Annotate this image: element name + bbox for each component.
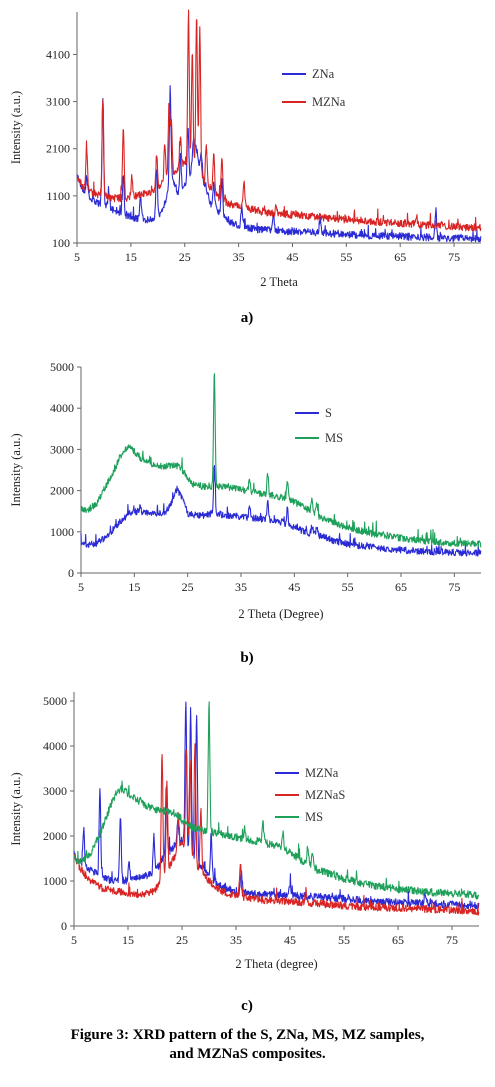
- y-tick-label: 5000: [43, 694, 67, 708]
- y-tick-label: 100: [52, 236, 70, 250]
- legend-label: MZNaS: [305, 788, 345, 802]
- series-line-mzna: [76, 9, 482, 232]
- y-tick-label: 5000: [50, 360, 74, 374]
- x-tick-label: 75: [448, 580, 460, 594]
- legend-label: MZNa: [312, 95, 346, 109]
- series-line-mzna: [73, 701, 480, 910]
- x-tick-label: 5: [74, 250, 80, 264]
- series-line-s: [80, 465, 482, 557]
- y-tick-label: 4000: [50, 401, 74, 415]
- x-tick-label: 75: [446, 933, 458, 947]
- y-tick-label: 1100: [46, 189, 70, 203]
- y-axis-label: Intensity (a.u.): [9, 772, 23, 845]
- chart-panel-2: 0 1000 2000 3000 4000 5000 5 15 25 35 45 55 65 75 2 Th…: [9, 360, 482, 666]
- y-tick-label: 3000: [43, 784, 67, 798]
- y-tick-label: 2000: [43, 829, 67, 843]
- legend-label: MZNa: [305, 766, 339, 780]
- x-tick-label: 15: [125, 250, 137, 264]
- y-tick-label: 4000: [43, 739, 67, 753]
- series-line-zna: [76, 85, 482, 243]
- legend-label: MS: [325, 431, 343, 445]
- y-tick-label: 1000: [43, 874, 67, 888]
- caption-line-1: Figure 3: XRD pattern of the S, ZNa, MS,…: [70, 1027, 425, 1043]
- chart-panel-3: 0 1000 2000 3000 4000 5000 5 15 25 35 45 55 65 75 2 Th…: [9, 692, 480, 1014]
- series-line-ms: [80, 373, 482, 548]
- x-tick-label: 45: [286, 250, 298, 264]
- caption-line-2: and MZNaS composites.: [169, 1046, 326, 1062]
- x-tick-label: 45: [284, 933, 296, 947]
- x-tick-label: 15: [122, 933, 134, 947]
- x-tick-label: 25: [182, 580, 194, 594]
- y-tick-label: 2000: [50, 484, 74, 498]
- x-tick-label: 55: [340, 250, 352, 264]
- x-tick-label: 45: [288, 580, 300, 594]
- panel-label: c): [241, 998, 253, 1014]
- x-tick-label: 65: [394, 250, 406, 264]
- series-line-ms: [73, 701, 480, 900]
- x-tick-label: 15: [128, 580, 140, 594]
- y-tick-label: 3000: [50, 442, 74, 456]
- x-tick-label: 5: [78, 580, 84, 594]
- y-axis-label: Intensity (a.u.): [9, 433, 23, 506]
- x-tick-label: 35: [235, 580, 247, 594]
- x-tick-label: 65: [392, 933, 404, 947]
- x-tick-label: 25: [179, 250, 191, 264]
- series-line-mznas: [73, 743, 480, 916]
- y-tick-label: 2100: [46, 142, 70, 156]
- x-tick-label: 65: [395, 580, 407, 594]
- legend-label: MS: [305, 810, 323, 824]
- x-tick-label: 55: [342, 580, 354, 594]
- x-axis-label: 2 Theta (degree): [235, 957, 317, 971]
- x-tick-label: 35: [233, 250, 245, 264]
- y-tick-label: 1000: [50, 525, 74, 539]
- x-tick-label: 25: [176, 933, 188, 947]
- y-tick-label: 0: [68, 566, 74, 580]
- chart-panel-1: 100 1100 2100 3100 4100 5 15 25 35 45 55 65 75 2 Thet…: [9, 9, 482, 326]
- y-axis-label: Intensity (a.u.): [9, 91, 23, 164]
- x-axis-label: 2 Theta (Degree): [238, 607, 323, 621]
- x-tick-label: 5: [71, 933, 77, 947]
- x-tick-label: 75: [448, 250, 460, 264]
- y-tick-label: 0: [61, 919, 67, 933]
- figure-caption: Figure 3: XRD pattern of the S, ZNa, MS,…: [0, 1026, 495, 1064]
- y-tick-label: 4100: [46, 47, 70, 61]
- y-tick-label: 3100: [46, 95, 70, 109]
- panel-label: b): [240, 650, 253, 666]
- panel-label: a): [241, 310, 254, 326]
- legend-label: S: [325, 406, 332, 420]
- x-tick-label: 55: [338, 933, 350, 947]
- legend-label: ZNa: [312, 67, 335, 81]
- x-axis-label: 2 Theta: [260, 275, 298, 289]
- x-tick-label: 35: [230, 933, 242, 947]
